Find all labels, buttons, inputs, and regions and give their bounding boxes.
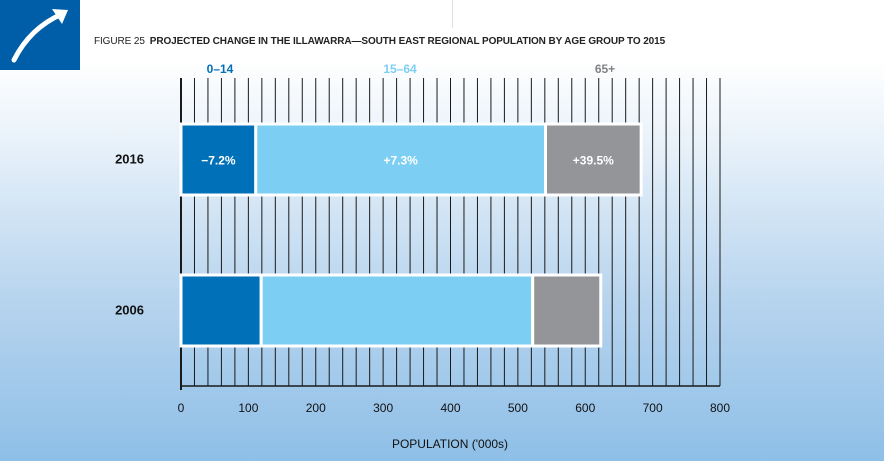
category-label: 2006: [115, 303, 144, 318]
bar-2016-65+: [543, 122, 643, 197]
bar-2006-65+: [531, 273, 603, 348]
x-tick-label: 700: [643, 401, 663, 415]
legend-label: 0–14: [207, 62, 234, 76]
bar-2006-0–14: [179, 273, 263, 348]
figure-label: FIGURE 25: [94, 36, 145, 47]
arrow-curve-up-right-icon: [11, 9, 68, 63]
x-tick-label: 300: [373, 401, 393, 415]
bar-2006-15–64: [259, 273, 535, 348]
x-tick-label: 400: [440, 401, 460, 415]
legend-label: 65+: [595, 62, 615, 76]
x-tick-label: 500: [508, 401, 528, 415]
bar-2016-0–14: [179, 122, 258, 197]
x-tick-label: 100: [238, 401, 258, 415]
figure-title: FIGURE 25 PROJECTED CHANGE IN THE ILLAWAR…: [94, 36, 665, 47]
x-tick-label: 0: [178, 401, 185, 415]
x-tick-label: 200: [306, 401, 326, 415]
data-label: −7.2%: [201, 154, 236, 168]
category-label: 2016: [115, 152, 144, 167]
x-tick-label: 800: [710, 401, 730, 415]
x-axis-label: POPULATION ('000s): [392, 437, 508, 451]
x-tick-label: 600: [575, 401, 595, 415]
figure-title-text: PROJECTED CHANGE IN THE ILLAWARRA—SOUTH …: [149, 36, 666, 47]
bar-2016-15–64: [254, 122, 547, 197]
data-label: +7.3%: [383, 154, 418, 168]
logo: [0, 0, 80, 70]
data-label: +39.5%: [573, 154, 614, 168]
header-divider: [452, 0, 453, 28]
legend-label: 15–64: [383, 62, 417, 76]
